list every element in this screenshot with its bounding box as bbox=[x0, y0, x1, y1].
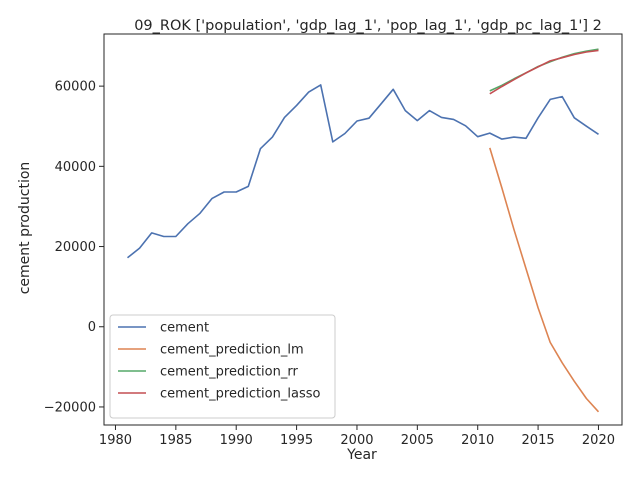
x-tick-label: 1995 bbox=[280, 433, 313, 448]
legend: cement cement_prediction_lm cement_predict… bbox=[109, 314, 336, 419]
y-tick-label: 40000 bbox=[55, 160, 96, 175]
x-tick-label: 2005 bbox=[401, 433, 434, 448]
legend-label: cement_prediction_rr bbox=[160, 365, 298, 380]
series-line-cement-prediction-lm bbox=[489, 147, 600, 413]
x-axis-label: Year bbox=[346, 447, 377, 463]
x-tick-label: 1980 bbox=[99, 433, 132, 448]
y-axis: −20000 0 20000 40000 60000 bbox=[44, 80, 104, 415]
x-axis: 1980 1985 1990 1995 2000 2005 2010 2015 2020 bbox=[99, 425, 615, 448]
x-tick-label: 2010 bbox=[461, 433, 494, 448]
y-tick-label: 20000 bbox=[55, 240, 96, 255]
x-tick-label: 2015 bbox=[522, 433, 555, 448]
chart-title: 09_ROK ['population', 'gdp_lag_1', 'pop_… bbox=[134, 18, 602, 34]
plot-lines bbox=[126, 48, 600, 413]
legend-label: cement bbox=[160, 321, 209, 336]
legend-box bbox=[109, 314, 336, 419]
series-line-cement bbox=[126, 84, 599, 259]
y-tick-label: −20000 bbox=[44, 400, 96, 415]
legend-label: cement_prediction_lm bbox=[160, 343, 304, 358]
y-tick-label: 60000 bbox=[55, 80, 96, 95]
series-line-cement-prediction-lasso bbox=[489, 49, 599, 95]
plot-frame bbox=[103, 33, 623, 426]
x-tick-label: 1985 bbox=[159, 433, 192, 448]
legend-label: cement_prediction_lasso bbox=[160, 387, 320, 402]
x-tick-label: 2020 bbox=[582, 433, 615, 448]
y-axis-label: cement production bbox=[17, 162, 33, 295]
x-tick-label: 1990 bbox=[220, 433, 253, 448]
x-tick-label: 2000 bbox=[340, 433, 373, 448]
y-tick-label: 0 bbox=[88, 320, 96, 335]
